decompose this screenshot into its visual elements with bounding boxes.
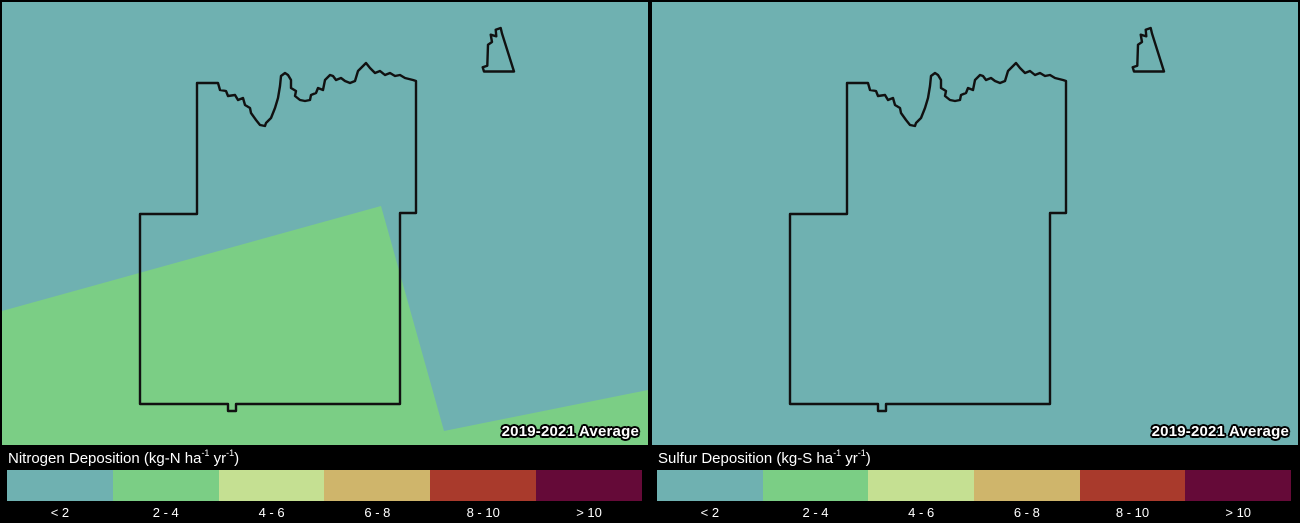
legend-swatch xyxy=(1185,470,1292,501)
panel-divider xyxy=(649,0,652,523)
legend-title-superscript: -1 xyxy=(857,448,866,458)
legend-title-superscript: -1 xyxy=(226,448,235,458)
legend-swatch xyxy=(218,470,325,501)
nitrogen-legend-labels: < 2 2 - 4 4 - 6 6 - 8 8 - 10 > 10 xyxy=(7,501,642,520)
legend-swatch xyxy=(868,470,975,501)
detached-unit-outline xyxy=(481,26,516,73)
legend-swatch xyxy=(430,470,537,501)
legend-label: 4 - 6 xyxy=(908,505,935,520)
legend-label: < 2 xyxy=(50,505,70,520)
legend-title-superscript: -1 xyxy=(833,448,842,458)
legend-title-text: ) xyxy=(865,450,871,467)
legend-label: 2 - 4 xyxy=(152,505,179,520)
nitrogen-deposition-zone-2-4 xyxy=(2,206,648,445)
legend-title-text: Nitrogen Deposition (kg-N ha xyxy=(8,450,202,467)
legend-label: > 10 xyxy=(1225,505,1252,520)
legend-label: 8 - 10 xyxy=(466,505,500,520)
sulfur-legend: Sulfur Deposition (kg-S ha-1 yr-1) < 2 2… xyxy=(652,445,1298,523)
legend-label: 6 - 8 xyxy=(1013,505,1040,520)
map-panel-sulfur: 2019-2021 Average xyxy=(652,2,1298,445)
nitrogen-map-canvas xyxy=(2,2,648,445)
legend-swatch xyxy=(536,470,642,501)
sulfur-legend-colorbar xyxy=(657,470,1292,501)
legend-title-text: ) xyxy=(234,450,240,467)
legend-label: 8 - 10 xyxy=(1115,505,1150,520)
sulfur-legend-title: Sulfur Deposition (kg-S ha-1 yr-1) xyxy=(652,445,1298,468)
legend-title-text: Sulfur Deposition (kg-S ha xyxy=(658,450,834,467)
park-boundary-outline xyxy=(138,61,418,413)
map-background xyxy=(652,2,1298,445)
legend-label: > 10 xyxy=(576,505,602,520)
nitrogen-legend: Nitrogen Deposition (kg-N ha-1 yr-1) < 2… xyxy=(2,445,649,523)
sulfur-map-canvas xyxy=(652,2,1298,445)
legend-swatch xyxy=(324,470,431,501)
legend-label: < 2 xyxy=(700,505,720,520)
legend-title-text: yr xyxy=(209,450,227,467)
legend-swatch xyxy=(974,470,1080,501)
sulfur-map-caption: 2019-2021 Average xyxy=(1151,423,1289,440)
legend-swatch xyxy=(1079,470,1186,501)
legend-swatch xyxy=(112,470,219,501)
nitrogen-legend-colorbar xyxy=(7,470,642,501)
legend-swatch xyxy=(657,470,763,501)
legend-label: 2 - 4 xyxy=(802,505,829,520)
legend-swatch xyxy=(762,470,869,501)
legend-label: 6 - 8 xyxy=(364,505,391,520)
sulfur-legend-labels: < 2 2 - 4 4 - 6 6 - 8 8 - 10 > 10 xyxy=(657,501,1291,520)
nitrogen-map-caption: 2019-2021 Average xyxy=(501,423,639,440)
legend-swatch xyxy=(7,470,113,501)
legend-title-text: yr xyxy=(841,450,858,467)
map-panel-nitrogen: 2019-2021 Average xyxy=(2,2,648,445)
legend-label: 4 - 6 xyxy=(258,505,285,520)
legend-title-superscript: -1 xyxy=(201,448,210,458)
nitrogen-legend-title: Nitrogen Deposition (kg-N ha-1 yr-1) xyxy=(2,445,649,468)
